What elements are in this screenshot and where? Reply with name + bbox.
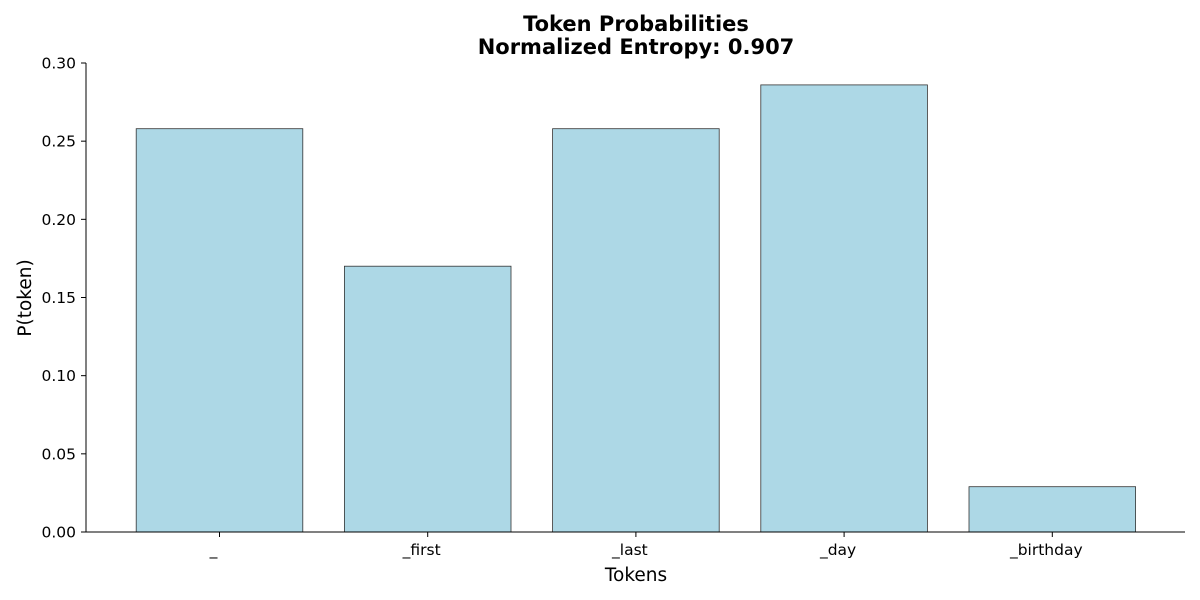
bar-birthday xyxy=(968,486,1137,533)
x-axis-ticks: _ _first _last _day _birthday xyxy=(209,532,1083,560)
chart-subtitle: Normalized Entropy: 0.907 xyxy=(478,35,795,59)
x-tick-label: _day xyxy=(819,541,856,560)
y-axis-ticks: 0.00 0.05 0.10 0.15 0.20 0.25 0.30 xyxy=(41,55,86,542)
bar-day xyxy=(760,84,928,533)
y-tick-label: 0.20 xyxy=(41,211,76,229)
y-tick-label: 0.30 xyxy=(41,55,76,73)
y-axis-label: P(token) xyxy=(15,259,36,336)
x-tick-label: _first xyxy=(402,541,441,560)
bar-first xyxy=(343,265,512,533)
x-axis-label: Tokens xyxy=(604,565,667,586)
y-tick-label: 0.10 xyxy=(41,367,76,385)
x-tick-label: _birthday xyxy=(1009,541,1083,560)
bar-underscore xyxy=(135,128,304,533)
y-tick-label: 0.00 xyxy=(41,524,76,542)
y-tick-label: 0.15 xyxy=(41,289,76,307)
x-tick-label: _last xyxy=(611,541,648,560)
y-tick-label: 0.05 xyxy=(41,445,76,463)
x-tick-label: _ xyxy=(209,541,218,560)
bar-last xyxy=(552,128,720,533)
chart-title: Token Probabilities xyxy=(523,12,749,36)
y-tick-label: 0.25 xyxy=(41,133,76,151)
bars-group xyxy=(135,84,1137,533)
